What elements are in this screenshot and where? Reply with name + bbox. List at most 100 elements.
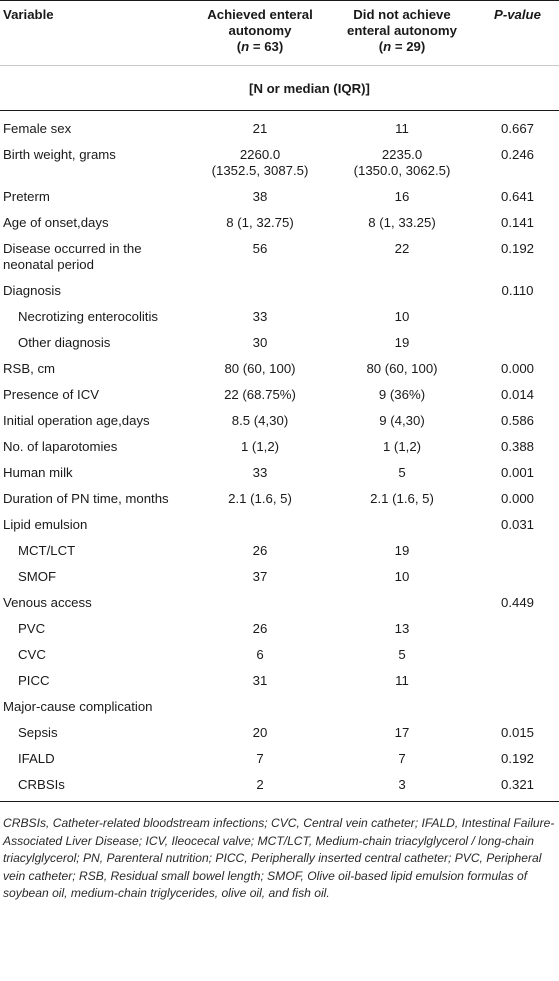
cell-achieved: 26 [192, 615, 328, 641]
row-label: RSB, cm [0, 355, 192, 381]
cell-value: 6 [256, 647, 264, 662]
row-label: CVC [0, 641, 192, 667]
cell-pvalue: 0.586 [500, 413, 534, 428]
cell-achieved: 33 [192, 459, 328, 485]
cell-achieved: 8.5 (4,30) [192, 407, 328, 433]
data-table: Variable Achieved enteral autonomy (n = … [0, 0, 559, 802]
table-row: Disease occurred in the neonatal period 56… [0, 235, 559, 277]
row-label: Venous access [0, 589, 192, 615]
row-label-text: Duration of PN time, months [3, 491, 169, 506]
cell-achieved: 22 (68.75%) [192, 381, 328, 407]
cell-pvalue: 0.192 [500, 751, 534, 766]
cell-value: 2 [256, 777, 264, 792]
row-label-text: Disease occurred in the [3, 241, 142, 256]
cell-achieved: 37 [192, 563, 328, 589]
row-label: Necrotizing enterocolitis [0, 303, 192, 329]
cell-not-achieved: 2235.0 (1350.0, 3062.5) [328, 141, 476, 183]
cell-value: 21 [252, 121, 268, 136]
cell-achieved: 6 [192, 641, 328, 667]
row-label-text: Female sex [3, 121, 72, 136]
cell-not-achieved: 8 (1, 33.25) [328, 209, 476, 235]
header-pvalue: P-value [476, 1, 559, 66]
row-label: Lipid emulsion [0, 511, 192, 537]
cell-pvalue: 0.031 [500, 517, 534, 532]
cell-value: 80 (60, 100) [224, 361, 296, 376]
cell-not-achieved: 7 [328, 745, 476, 771]
cell-not-achieved: 22 [328, 235, 476, 277]
cell-value-line2: (1352.5, 3087.5) [211, 163, 309, 178]
cell-achieved [192, 511, 328, 537]
cell-value: 19 [394, 543, 410, 558]
table-row: MCT/LCT 26 19 [0, 537, 559, 563]
cell-value: 8 (1, 33.25) [368, 215, 436, 230]
row-label-text: Other diagnosis [18, 335, 111, 350]
cell-pvalue: 0.110 [501, 283, 534, 298]
table-row: Diagnosis 0.110 [0, 277, 559, 303]
cell-value: 30 [252, 335, 268, 350]
header-row: Variable Achieved enteral autonomy (n = … [0, 0, 559, 66]
cell-achieved [192, 277, 328, 303]
cell-not-achieved: 11 [328, 667, 476, 693]
row-label-text: No. of laparotomies [3, 439, 118, 454]
cell-value: 1 (1,2) [382, 439, 422, 454]
cell-value: 38 [252, 189, 268, 204]
table-row: Preterm 38 16 0.641 [0, 183, 559, 209]
cell-pvalue [476, 667, 559, 693]
row-label: SMOF [0, 563, 192, 589]
table-row: Presence of ICV 22 (68.75%) 9 (36%) 0.014 [0, 381, 559, 407]
cell-value: 26 [252, 543, 268, 558]
cell-value: 11 [395, 673, 409, 688]
cell-value: 1 (1,2) [240, 439, 280, 454]
table-row: Venous access 0.449 [0, 589, 559, 615]
cell-achieved [192, 693, 328, 719]
cell-achieved: 20 [192, 719, 328, 745]
row-label: Diagnosis [0, 277, 192, 303]
header-variable: Variable [3, 7, 54, 22]
cell-not-achieved [328, 511, 476, 537]
cell-value: 11 [395, 121, 409, 136]
cell-pvalue [476, 641, 559, 667]
table-container: Variable Achieved enteral autonomy (n = … [0, 0, 559, 901]
cell-pvalue [476, 329, 559, 355]
cell-achieved: 38 [192, 183, 328, 209]
header-achieved-line1: Achieved enteral [207, 7, 313, 22]
cell-achieved: 8 (1, 32.75) [192, 209, 328, 235]
row-label-text: SMOF [18, 569, 57, 584]
cell-achieved: 30 [192, 329, 328, 355]
cell-achieved: 2260.0 (1352.5, 3087.5) [192, 141, 328, 183]
cell-value: 16 [394, 189, 410, 204]
cell-pvalue: 0.141 [500, 215, 534, 230]
cell-value: 3 [398, 777, 406, 792]
row-label: Duration of PN time, months [0, 485, 192, 511]
table-row: Female sex 21 11 0.667 [0, 111, 559, 142]
cell-achieved: 21 [192, 111, 328, 142]
footnote: CRBSIs, Catheter-related bloodstream inf… [3, 816, 555, 901]
cell-value: 19 [394, 335, 410, 350]
cell-value: 5 [398, 647, 406, 662]
cell-not-achieved: 19 [328, 537, 476, 563]
cell-pvalue: 0.388 [500, 439, 534, 454]
row-label-text-line2: neonatal period [3, 257, 94, 272]
cell-pvalue: 0.641 [500, 189, 534, 204]
table-row: Initial operation age,days 8.5 (4,30) 9 (4… [0, 407, 559, 433]
cell-achieved: 33 [192, 303, 328, 329]
cell-value: 2235.0 [381, 147, 423, 162]
row-label-text: PVC [18, 621, 46, 636]
row-label-text: Diagnosis [3, 283, 61, 298]
cell-value: 33 [252, 309, 268, 324]
cell-value: 33 [252, 465, 268, 480]
cell-value: 5 [398, 465, 406, 480]
cell-value: 26 [252, 621, 268, 636]
row-label: Presence of ICV [0, 381, 192, 407]
subheader-row: [N or median (IQR)] [0, 65, 559, 111]
header-achieved-n: (n = 63) [236, 39, 284, 54]
cell-achieved: 1 (1,2) [192, 433, 328, 459]
table-row: RSB, cm 80 (60, 100) 80 (60, 100) 0.000 [0, 355, 559, 381]
table-row: Birth weight, grams 2260.0 (1352.5, 3087.5… [0, 141, 559, 183]
header-not-achieved-line2: enteral autonomy [347, 23, 457, 38]
cell-not-achieved [328, 693, 476, 719]
header-achieved: Achieved enteral autonomy (n = 63) [192, 1, 328, 66]
cell-value: 37 [252, 569, 268, 584]
row-label: IFALD [0, 745, 192, 771]
cell-pvalue [476, 537, 559, 563]
